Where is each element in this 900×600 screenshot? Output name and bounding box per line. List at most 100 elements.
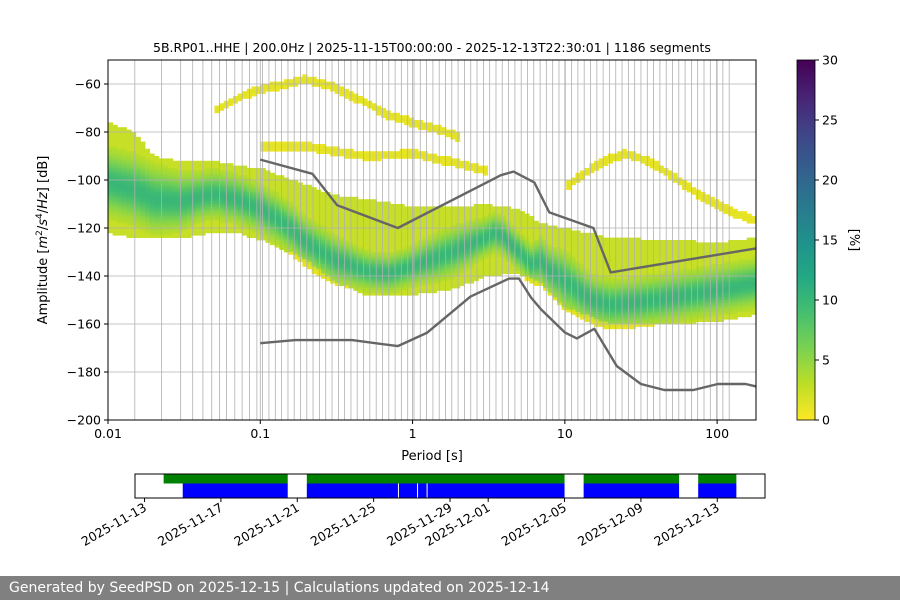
- heatmap-cell: [140, 177, 146, 181]
- heatmap-cell: [163, 199, 169, 202]
- heatmap-cell: [172, 218, 178, 222]
- heatmap-cell: [288, 84, 294, 87]
- heatmap-cell: [177, 187, 183, 190]
- heatmap-cell: [742, 285, 748, 289]
- heatmap-cell: [145, 182, 151, 186]
- heatmap-cell: [700, 300, 706, 303]
- heatmap-cell: [242, 211, 248, 214]
- heatmap-cell: [307, 79, 313, 82]
- heatmap-cell: [288, 223, 294, 226]
- heatmap-cell: [598, 312, 604, 315]
- heatmap-cell: [149, 204, 155, 207]
- heatmap-cell: [126, 175, 132, 178]
- heatmap-cell: [584, 312, 590, 315]
- heatmap-cell: [686, 273, 692, 277]
- heatmap-cell: [232, 189, 238, 193]
- heatmap-cell: [385, 254, 391, 258]
- heatmap-cell: [307, 76, 313, 80]
- heatmap-cell: [742, 307, 748, 310]
- heatmap-cell: [746, 278, 752, 282]
- heatmap-cell: [325, 273, 331, 277]
- heatmap-cell: [186, 175, 192, 178]
- heatmap-cell: [561, 254, 567, 258]
- heatmap-cell: [621, 290, 627, 294]
- heatmap-cell: [515, 230, 521, 234]
- heatmap-cell: [580, 264, 586, 267]
- heatmap-cell: [316, 232, 322, 236]
- heatmap-cell: [742, 290, 748, 294]
- heatmap-cell: [209, 211, 215, 214]
- heatmap-cell: [589, 321, 595, 325]
- heatmap-cell: [126, 220, 132, 224]
- heatmap-cell: [668, 319, 674, 322]
- heatmap-cell: [556, 278, 562, 282]
- heatmap-cell: [709, 297, 715, 301]
- heatmap-cell: [709, 316, 715, 322]
- heatmap-cell: [260, 204, 266, 207]
- heatmap-cell: [543, 254, 549, 258]
- heatmap-cell: [649, 278, 655, 282]
- heatmap-cell: [140, 223, 146, 226]
- heatmap-cell: [117, 187, 123, 190]
- heatmap-cell: [459, 264, 465, 267]
- heatmap-cell: [163, 232, 169, 236]
- heatmap-cell: [265, 225, 271, 229]
- heatmap-cell: [570, 273, 576, 277]
- heatmap-cell: [293, 254, 299, 258]
- heatmap-cell: [320, 252, 326, 255]
- heatmap-cell: [626, 278, 632, 282]
- heatmap-cell: [334, 84, 340, 87]
- heatmap-cell: [293, 76, 299, 80]
- heatmap-cell: [603, 276, 609, 279]
- heatmap-cell: [408, 122, 414, 126]
- heatmap-cell: [145, 163, 151, 166]
- heatmap-cell: [469, 252, 475, 255]
- heatmap-cell: [135, 189, 141, 193]
- heatmap-cell: [691, 271, 697, 274]
- heatmap-cell: [394, 285, 400, 289]
- heatmap-cell: [334, 240, 340, 243]
- heatmap-cell: [334, 242, 340, 246]
- heatmap-cell: [570, 302, 576, 306]
- heatmap-cell: [394, 252, 400, 255]
- heatmap-cell: [631, 158, 637, 162]
- heatmap-cell: [232, 213, 238, 217]
- heatmap-cell: [510, 228, 516, 231]
- heatmap-cell: [672, 307, 678, 310]
- heatmap-cell: [732, 266, 738, 270]
- heatmap-cell: [145, 189, 151, 193]
- heatmap-cell: [742, 271, 748, 274]
- heatmap-cell: [728, 312, 734, 315]
- heatmap-cell: [135, 201, 141, 205]
- heatmap-cell: [408, 264, 414, 267]
- heatmap-cell: [108, 175, 114, 178]
- heatmap-cell: [242, 93, 248, 97]
- heatmap-cell: [603, 278, 609, 282]
- heatmap-cell: [626, 316, 632, 320]
- heatmap-cell: [552, 276, 558, 279]
- heatmap-cell: [529, 242, 535, 246]
- heatmap-cell: [455, 230, 461, 234]
- heatmap-cell: [121, 175, 127, 178]
- heatmap-cell: [635, 237, 641, 277]
- heatmap-cell: [580, 175, 586, 178]
- heatmap-cell: [455, 264, 461, 267]
- heatmap-cell: [209, 216, 215, 219]
- heatmap-cell: [163, 211, 169, 214]
- heatmap-cell: [556, 292, 562, 296]
- heatmap-cell: [288, 208, 294, 212]
- heatmap-cell: [441, 264, 447, 267]
- heatmap-cell: [219, 199, 225, 202]
- heatmap-cell: [677, 316, 683, 320]
- heatmap-cell: [654, 304, 660, 308]
- heatmap-cell: [709, 285, 715, 289]
- heatmap-cell: [214, 199, 220, 202]
- heatmap-cell: [376, 108, 382, 111]
- heatmap-cell: [700, 307, 706, 310]
- heatmap-cell: [385, 112, 391, 116]
- heatmap-cell: [404, 249, 410, 253]
- heatmap-cell: [598, 307, 604, 310]
- heatmap-cell: [547, 244, 553, 248]
- heatmap-cell: [135, 160, 141, 164]
- heatmap-cell: [385, 283, 391, 286]
